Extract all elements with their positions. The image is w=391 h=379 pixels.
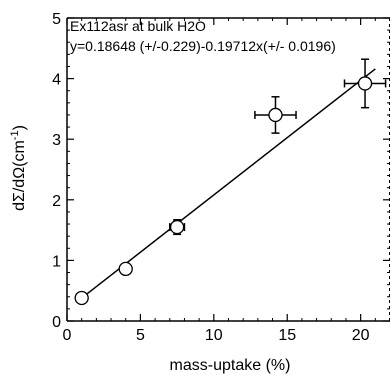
data-point (254, 96, 297, 134)
y-tick-label: 3 (52, 132, 61, 149)
y-axis-label-close: ) (11, 125, 28, 130)
data-point (118, 261, 133, 277)
x-tick-label: 20 (352, 327, 370, 344)
annotation-fit-equation: y=0.18648 (+/-0.229)-0.19712x(+/- 0.0196… (70, 38, 336, 54)
y-axis-label: dΣ/dΩ(cm-1) (9, 125, 28, 211)
data-point-marker (169, 219, 185, 235)
x-tick-label: 10 (205, 327, 223, 344)
data-point (343, 58, 387, 109)
axis-ticks (66, 17, 390, 322)
fit-line-group (79, 68, 376, 300)
data-point-marker (74, 290, 89, 306)
fit-line (79, 68, 376, 300)
y-axis-label-main: dΣ/dΩ(cm (11, 140, 28, 211)
data-point-marker (357, 76, 373, 91)
x-tick-label: 5 (136, 327, 145, 344)
plot-frame (66, 17, 390, 322)
tick-labels: 0 5 10 15 20 0 1 2 3 4 5 (52, 11, 370, 344)
y-tick-label: 1 (52, 253, 61, 270)
y-tick-label: 0 (52, 314, 61, 331)
data-point (74, 290, 89, 306)
data-point (169, 219, 186, 236)
x-tick-label: 15 (278, 327, 296, 344)
annotation-title: Ex112asr at bulk H2O (70, 18, 206, 34)
y-axis-label-sup: -1 (9, 130, 21, 140)
x-tick-label: 0 (63, 327, 72, 344)
y-tick-label: 5 (52, 11, 61, 28)
data-point-marker (268, 107, 283, 123)
data-points-group (74, 58, 387, 306)
y-tick-label: 4 (52, 72, 61, 89)
x-axis-label: mass-uptake (%) (170, 357, 291, 374)
data-point-marker (118, 261, 133, 277)
y-tick-label: 2 (52, 193, 61, 210)
